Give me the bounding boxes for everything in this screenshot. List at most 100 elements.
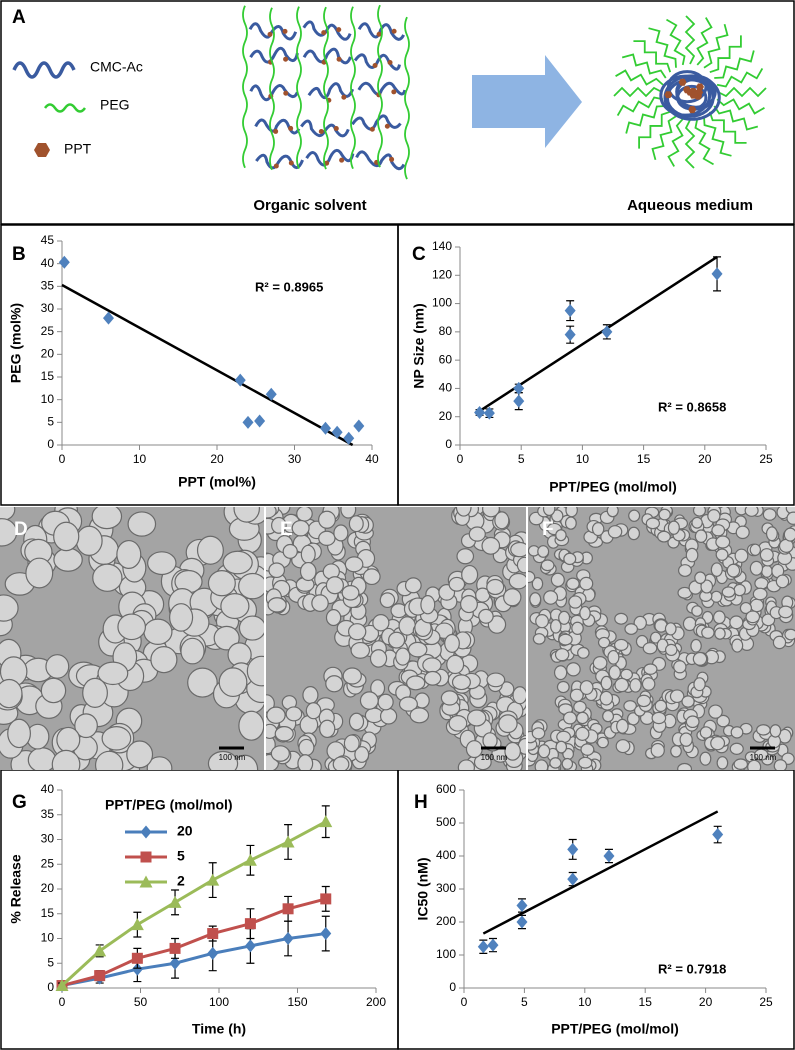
x-tick-label: 15 bbox=[639, 995, 653, 1009]
y-tick-label: 30 bbox=[41, 832, 55, 846]
drug bbox=[387, 60, 393, 66]
particle bbox=[45, 654, 70, 679]
drug bbox=[384, 123, 390, 129]
peg-chain bbox=[377, 4, 383, 168]
particle bbox=[466, 709, 487, 727]
y-tick-label: 0 bbox=[445, 437, 452, 451]
particle bbox=[599, 690, 614, 706]
particle bbox=[146, 756, 173, 770]
polymer-chain bbox=[254, 118, 301, 135]
particle bbox=[607, 525, 623, 539]
particle bbox=[615, 739, 631, 754]
particle bbox=[271, 516, 287, 534]
particle bbox=[730, 726, 744, 739]
particle bbox=[778, 605, 793, 619]
particle bbox=[457, 759, 476, 770]
drug bbox=[678, 78, 687, 86]
peg-icon bbox=[43, 103, 87, 113]
particle bbox=[580, 743, 595, 756]
particle bbox=[53, 547, 83, 572]
peg-chain bbox=[713, 105, 759, 131]
particle bbox=[299, 561, 317, 582]
particle bbox=[270, 745, 290, 762]
particle bbox=[543, 590, 559, 605]
marker bbox=[483, 406, 495, 420]
legend-label: 2 bbox=[177, 873, 185, 889]
particle bbox=[591, 522, 605, 537]
marker bbox=[131, 962, 143, 976]
x-axis-title: Time (h) bbox=[192, 1021, 246, 1037]
caption: Aqueous medium bbox=[627, 197, 753, 214]
y-tick-label: 100 bbox=[432, 296, 452, 310]
x-tick-label: 50 bbox=[134, 995, 148, 1009]
x-tick-label: 0 bbox=[59, 995, 66, 1009]
particle bbox=[150, 646, 178, 674]
x-tick-label: 40 bbox=[365, 452, 379, 466]
particle bbox=[561, 757, 574, 770]
particle bbox=[578, 756, 593, 769]
particle bbox=[406, 675, 426, 691]
particle bbox=[716, 714, 730, 728]
drug bbox=[318, 129, 324, 135]
particle bbox=[531, 727, 546, 740]
drug bbox=[267, 31, 273, 37]
y-tick-label: 20 bbox=[439, 409, 453, 423]
particle bbox=[756, 724, 771, 736]
particle bbox=[747, 759, 762, 770]
particle bbox=[542, 507, 556, 517]
particle bbox=[744, 507, 759, 517]
particle bbox=[749, 598, 764, 613]
particle bbox=[597, 636, 611, 649]
particle bbox=[624, 623, 638, 635]
particle bbox=[571, 621, 584, 635]
y-tick-label: 100 bbox=[436, 947, 456, 961]
particle bbox=[529, 592, 542, 607]
particle bbox=[388, 631, 406, 649]
marker bbox=[244, 939, 256, 953]
peg-chain bbox=[404, 16, 410, 180]
particle bbox=[643, 663, 658, 675]
particle bbox=[147, 551, 177, 576]
x-tick-label: 10 bbox=[133, 452, 147, 466]
y-tick-label: 60 bbox=[439, 352, 453, 366]
particle bbox=[673, 660, 687, 674]
particle bbox=[564, 516, 577, 530]
drug bbox=[273, 163, 279, 169]
particle bbox=[25, 557, 54, 589]
peg-chain bbox=[696, 17, 713, 66]
particle bbox=[455, 507, 472, 517]
particle bbox=[669, 689, 685, 704]
particle bbox=[715, 548, 729, 561]
particle bbox=[558, 633, 573, 646]
marker bbox=[93, 944, 107, 957]
peg-chain bbox=[714, 50, 755, 79]
x-tick-label: 0 bbox=[457, 452, 464, 466]
marker bbox=[320, 893, 332, 905]
marker bbox=[603, 849, 615, 863]
marker bbox=[477, 940, 489, 954]
marker bbox=[712, 828, 724, 842]
y-tick-label: 0 bbox=[47, 980, 54, 994]
peg-chain bbox=[350, 6, 356, 170]
particle bbox=[710, 736, 726, 751]
particle bbox=[332, 756, 350, 770]
peg-chain bbox=[703, 116, 732, 157]
polymer-chain bbox=[249, 46, 299, 64]
particle bbox=[733, 758, 749, 770]
particle bbox=[681, 695, 695, 708]
polymer-chain bbox=[302, 47, 352, 65]
particle bbox=[537, 744, 551, 759]
particle bbox=[246, 655, 264, 687]
y-tick-label: 200 bbox=[436, 914, 456, 928]
drug bbox=[336, 27, 342, 33]
peg-chain bbox=[648, 27, 677, 68]
polymer-chain bbox=[357, 22, 405, 41]
particle bbox=[685, 715, 700, 729]
particle bbox=[729, 742, 744, 755]
peg-chain bbox=[616, 96, 664, 116]
particle bbox=[446, 654, 465, 675]
particle bbox=[116, 539, 142, 569]
particle bbox=[117, 613, 146, 641]
x-tick-label: 25 bbox=[759, 995, 773, 1009]
particle bbox=[636, 694, 652, 708]
